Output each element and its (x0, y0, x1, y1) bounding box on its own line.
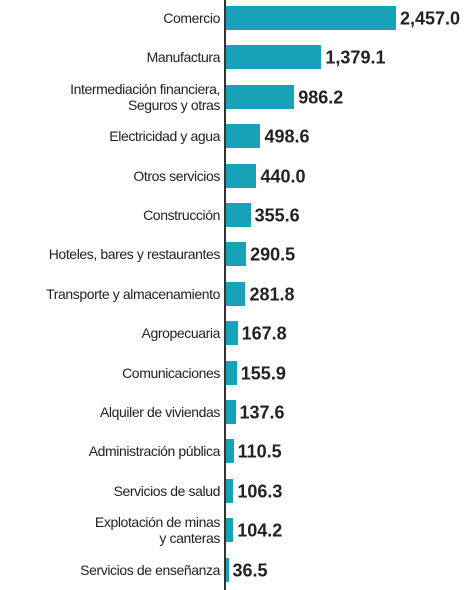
bar (226, 360, 237, 385)
category-label: Servicios de enseñanza (80, 561, 220, 578)
value-label: 986.2 (298, 87, 344, 108)
category-label: Otros servicios (133, 167, 220, 184)
bar (226, 203, 251, 227)
value-label: 440.0 (260, 166, 306, 187)
category-label: Servicios de salud (113, 482, 221, 499)
category-label: Manufactura (146, 49, 221, 66)
category-label: Comunicaciones (122, 364, 220, 381)
bar (226, 400, 236, 424)
bar (226, 124, 261, 149)
bar (226, 6, 396, 30)
axis-line (224, 0, 226, 590)
bar (226, 45, 322, 70)
value-label: 155.9 (240, 363, 286, 384)
category-label: Administración pública (88, 443, 221, 460)
category-label: Hoteles, bares y restaurantes (48, 246, 221, 263)
value-label: 110.5 (237, 441, 282, 462)
bar (226, 163, 257, 188)
value-label: 498.6 (264, 126, 310, 147)
value-label: 281.8 (249, 284, 295, 305)
value-label: 137.6 (239, 402, 285, 423)
bar (226, 557, 229, 582)
value-label: 167.8 (241, 323, 287, 344)
bar (226, 242, 247, 267)
value-label: 1,379.1 (325, 47, 386, 68)
category-label: Construcción (143, 207, 220, 223)
value-label: 36.5 (232, 560, 268, 581)
value-label: 290.5 (250, 244, 296, 265)
value-label: 106.3 (237, 481, 283, 502)
bar (226, 281, 246, 306)
category-label: Comercio (163, 10, 220, 26)
category-label: Intermediación financiera, Seguros y otr… (70, 80, 220, 113)
value-label: 104.2 (237, 520, 283, 541)
bar (226, 439, 234, 464)
category-label: Explotación de minas y canteras (94, 514, 220, 547)
value-label: 2,457.0 (400, 8, 461, 29)
bar (226, 321, 238, 346)
bar (226, 478, 234, 503)
category-label: Agropecuaria (141, 325, 221, 342)
category-label: Transporte y almacenamiento (46, 285, 220, 302)
category-label: Alquiler de viviendas (99, 404, 220, 420)
value-label: 355.6 (254, 205, 300, 226)
bar (226, 518, 234, 543)
bar (226, 84, 295, 109)
category-label: Electricidad y agua (109, 128, 220, 145)
